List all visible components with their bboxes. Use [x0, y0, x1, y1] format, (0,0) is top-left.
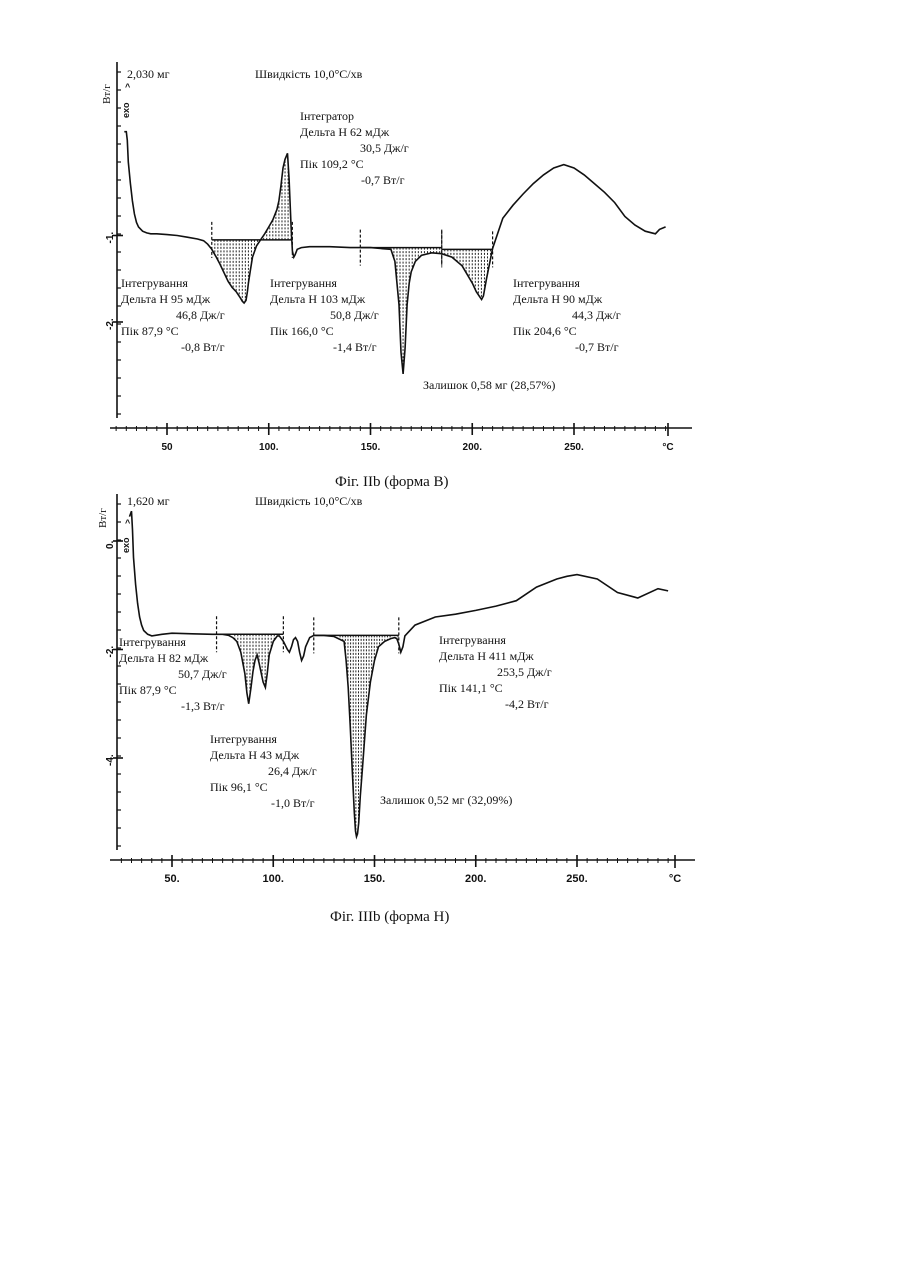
annotation-line: 50,7 Дж/г — [178, 667, 227, 681]
annotation-line: -1,4 Вт/г — [333, 340, 377, 354]
y-tick-label: -2. — [105, 318, 116, 330]
annotation-line: -1,0 Вт/г — [271, 796, 315, 810]
annotation-line: Дельта Н 43 мДж — [210, 748, 300, 762]
dsc-curve — [124, 132, 665, 374]
x-tick-label: 150. — [361, 442, 381, 453]
x-tick-label: 100. — [259, 442, 279, 453]
annotation-line: Інтегрування — [210, 732, 277, 746]
x-unit-label: °C — [669, 873, 681, 885]
x-tick-label: 250. — [564, 442, 584, 453]
sample-mass-label: 2,030 мг — [127, 67, 170, 81]
annotation-line: Дельта Н 82 мДж — [119, 651, 209, 665]
annotation-integration-2: Інтегрування Дельта Н 43 мДж 26,4 Дж/г П… — [210, 732, 317, 810]
y-tick-label: 0. — [105, 540, 116, 549]
y-tick-label: -1. — [105, 232, 116, 244]
y-tick-label: -4. — [105, 754, 116, 766]
y-tick-label: -2. — [105, 646, 116, 658]
chart-form-b: 2,030 мг Швидкість 10,0°C/хв Вт/г exo ^ … — [101, 62, 692, 490]
annotation-line: Інтегратор — [300, 109, 354, 123]
annotation-line: -0,7 Вт/г — [575, 340, 619, 354]
exo-arrow-icon: ^ — [125, 82, 131, 92]
annotation-line: -4,2 Вт/г — [505, 697, 549, 711]
exo-arrow-icon: ^ — [125, 518, 131, 528]
x-tick-label: 250. — [566, 873, 587, 885]
annotation-line: Пік 96,1 °C — [210, 780, 268, 794]
annotation-line: Інтегрування — [121, 276, 188, 290]
y-axis-unit-label: Вт/г — [97, 508, 109, 528]
x-tick-label: 50 — [161, 442, 173, 453]
residue-label: Залишок 0,58 мг (28,57%) — [423, 378, 555, 392]
annotation-integration-1: Інтегрування Дельта Н 82 мДж 50,7 Дж/г П… — [119, 635, 227, 713]
rate-label: Швидкість 10,0°C/хв — [255, 494, 363, 508]
annotation-line: Дельта Н 411 мДж — [439, 649, 534, 663]
annotation-line: 26,4 Дж/г — [268, 764, 317, 778]
annotation-line: Дельта Н 62 мДж — [300, 125, 390, 139]
annotation-line: Пік 141,1 °C — [439, 681, 503, 695]
rate-label: Швидкість 10,0°C/хв — [255, 67, 363, 81]
annotation-line: Пік 109,2 °C — [300, 157, 364, 171]
chart-form-h: 1,620 мг Швидкість 10,0°C/хв Вт/г exo ^ … — [97, 494, 695, 925]
annotation-line: 30,5 Дж/г — [360, 141, 409, 155]
annotation-line: Пік 87,9 °C — [119, 683, 177, 697]
x-tick-label: 100. — [263, 873, 284, 885]
exo-direction-label: exo — [121, 537, 131, 553]
annotation-integrator: Інтегратор Дельта Н 62 мДж 30,5 Дж/г Пік… — [300, 109, 409, 187]
annotation-line: -0,7 Вт/г — [361, 173, 405, 187]
x-tick-label: 50. — [164, 873, 179, 885]
figure-caption: Фіг. IIIb (форма Н) — [330, 909, 449, 925]
annotation-integration-2: Інтегрування Дельта Н 103 мДж 50,8 Дж/г … — [270, 276, 379, 354]
annotation-integration-3: Інтегрування Дельта Н 411 мДж 253,5 Дж/г… — [439, 633, 552, 711]
x-tick-label: 150. — [364, 873, 385, 885]
annotation-line: 44,3 Дж/г — [572, 308, 621, 322]
annotation-line: 253,5 Дж/г — [497, 665, 552, 679]
annotation-line: Інтегрування — [270, 276, 337, 290]
x-tick-label: 200. — [465, 873, 486, 885]
x-tick-label: 200. — [463, 442, 483, 453]
annotation-line: -1,3 Вт/г — [181, 699, 225, 713]
annotation-line: Інтегрування — [513, 276, 580, 290]
annotation-line: 46,8 Дж/г — [176, 308, 225, 322]
x-axis: 50. 100. 150. 200. 250. °C — [110, 855, 695, 885]
annotation-line: -0,8 Вт/г — [181, 340, 225, 354]
annotation-line: Дельта Н 90 мДж — [513, 292, 603, 306]
residue-label: Залишок 0,52 мг (32,09%) — [380, 793, 512, 807]
x-axis: 50 100. 150. 200. 250. °C — [110, 423, 692, 453]
annotation-line: Пік 204,6 °C — [513, 324, 577, 338]
integration-baselines — [212, 222, 493, 268]
annotation-line: Пік 166,0 °C — [270, 324, 334, 338]
annotation-line: Пік 87,9 °C — [121, 324, 179, 338]
annotation-integration-1: Інтегрування Дельта Н 95 мДж 46,8 Дж/г П… — [121, 276, 225, 354]
y-axis-unit-label: Вт/г — [101, 84, 113, 104]
figure-caption: Фіг. IIb (форма В) — [335, 474, 449, 490]
annotation-line: Інтегрування — [439, 633, 506, 647]
x-unit-label: °C — [662, 442, 673, 453]
annotation-line: 50,8 Дж/г — [330, 308, 379, 322]
annotation-integration-3: Інтегрування Дельта Н 90 мДж 44,3 Дж/г П… — [513, 276, 621, 354]
annotation-line: Інтегрування — [119, 635, 186, 649]
sample-mass-label: 1,620 мг — [127, 494, 170, 508]
annotation-line: Дельта Н 95 мДж — [121, 292, 211, 306]
exo-direction-label: exo — [121, 102, 131, 118]
annotation-line: Дельта Н 103 мДж — [270, 292, 366, 306]
